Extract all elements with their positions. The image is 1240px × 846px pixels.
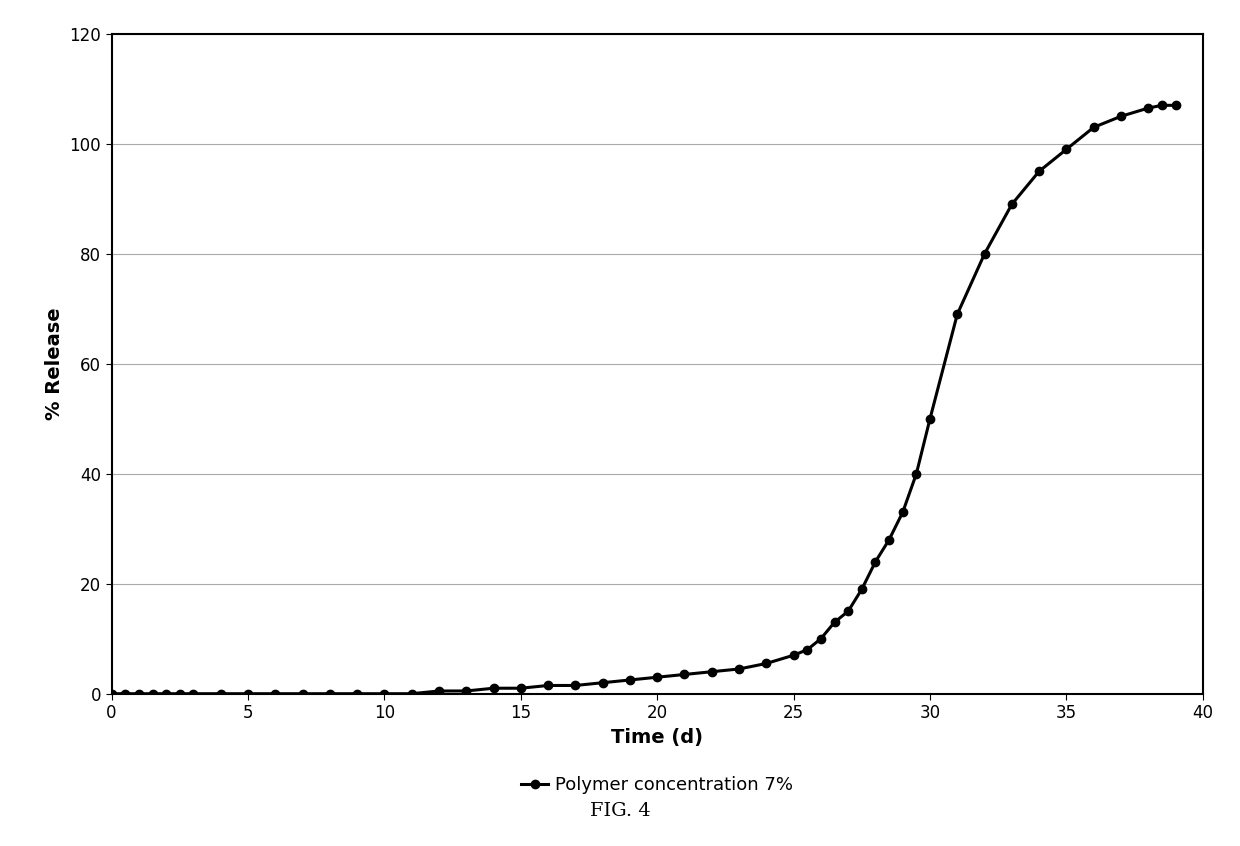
Polymer concentration 7%: [404, 689, 419, 699]
Text: FIG. 4: FIG. 4: [590, 802, 650, 821]
Polymer concentration 7%: [145, 689, 160, 699]
Polymer concentration 7%: [854, 585, 869, 595]
Polymer concentration 7%: [677, 669, 692, 679]
Polymer concentration 7%: [909, 469, 924, 479]
Polymer concentration 7%: [595, 678, 610, 688]
Polymer concentration 7%: [1168, 101, 1183, 111]
Legend: Polymer concentration 7%: Polymer concentration 7%: [513, 769, 801, 801]
Polymer concentration 7%: [295, 689, 310, 699]
Polymer concentration 7%: [1086, 123, 1101, 133]
Polymer concentration 7%: [213, 689, 228, 699]
Polymer concentration 7%: [350, 689, 365, 699]
Polymer concentration 7%: [827, 618, 842, 628]
Polymer concentration 7%: [268, 689, 283, 699]
Line: Polymer concentration 7%: Polymer concentration 7%: [108, 102, 1179, 698]
Polymer concentration 7%: [513, 684, 528, 694]
X-axis label: Time (d): Time (d): [611, 728, 703, 747]
Polymer concentration 7%: [1059, 145, 1074, 155]
Polymer concentration 7%: [459, 686, 474, 696]
Polymer concentration 7%: [1154, 101, 1169, 111]
Polymer concentration 7%: [800, 645, 815, 655]
Polymer concentration 7%: [159, 689, 174, 699]
Polymer concentration 7%: [732, 664, 746, 674]
Polymer concentration 7%: [186, 689, 201, 699]
Polymer concentration 7%: [977, 249, 992, 259]
Polymer concentration 7%: [950, 310, 965, 320]
Polymer concentration 7%: [841, 607, 856, 617]
Polymer concentration 7%: [895, 508, 910, 518]
Polymer concentration 7%: [813, 634, 828, 644]
Polymer concentration 7%: [118, 689, 133, 699]
Polymer concentration 7%: [241, 689, 255, 699]
Polymer concentration 7%: [104, 689, 119, 699]
Polymer concentration 7%: [172, 689, 187, 699]
Polymer concentration 7%: [759, 658, 774, 668]
Polymer concentration 7%: [432, 686, 446, 696]
Polymer concentration 7%: [1114, 112, 1128, 122]
Polymer concentration 7%: [131, 689, 146, 699]
Polymer concentration 7%: [1032, 167, 1047, 177]
Polymer concentration 7%: [650, 672, 665, 682]
Polymer concentration 7%: [704, 667, 719, 677]
Polymer concentration 7%: [622, 675, 637, 685]
Polymer concentration 7%: [486, 684, 501, 694]
Polymer concentration 7%: [322, 689, 337, 699]
Polymer concentration 7%: [568, 680, 583, 690]
Polymer concentration 7%: [377, 689, 392, 699]
Polymer concentration 7%: [541, 680, 556, 690]
Polymer concentration 7%: [923, 414, 937, 424]
Polymer concentration 7%: [868, 557, 883, 567]
Polymer concentration 7%: [786, 651, 801, 661]
Polymer concentration 7%: [1141, 103, 1156, 113]
Y-axis label: % Release: % Release: [45, 307, 64, 420]
Polymer concentration 7%: [882, 535, 897, 545]
Polymer concentration 7%: [1004, 200, 1019, 210]
